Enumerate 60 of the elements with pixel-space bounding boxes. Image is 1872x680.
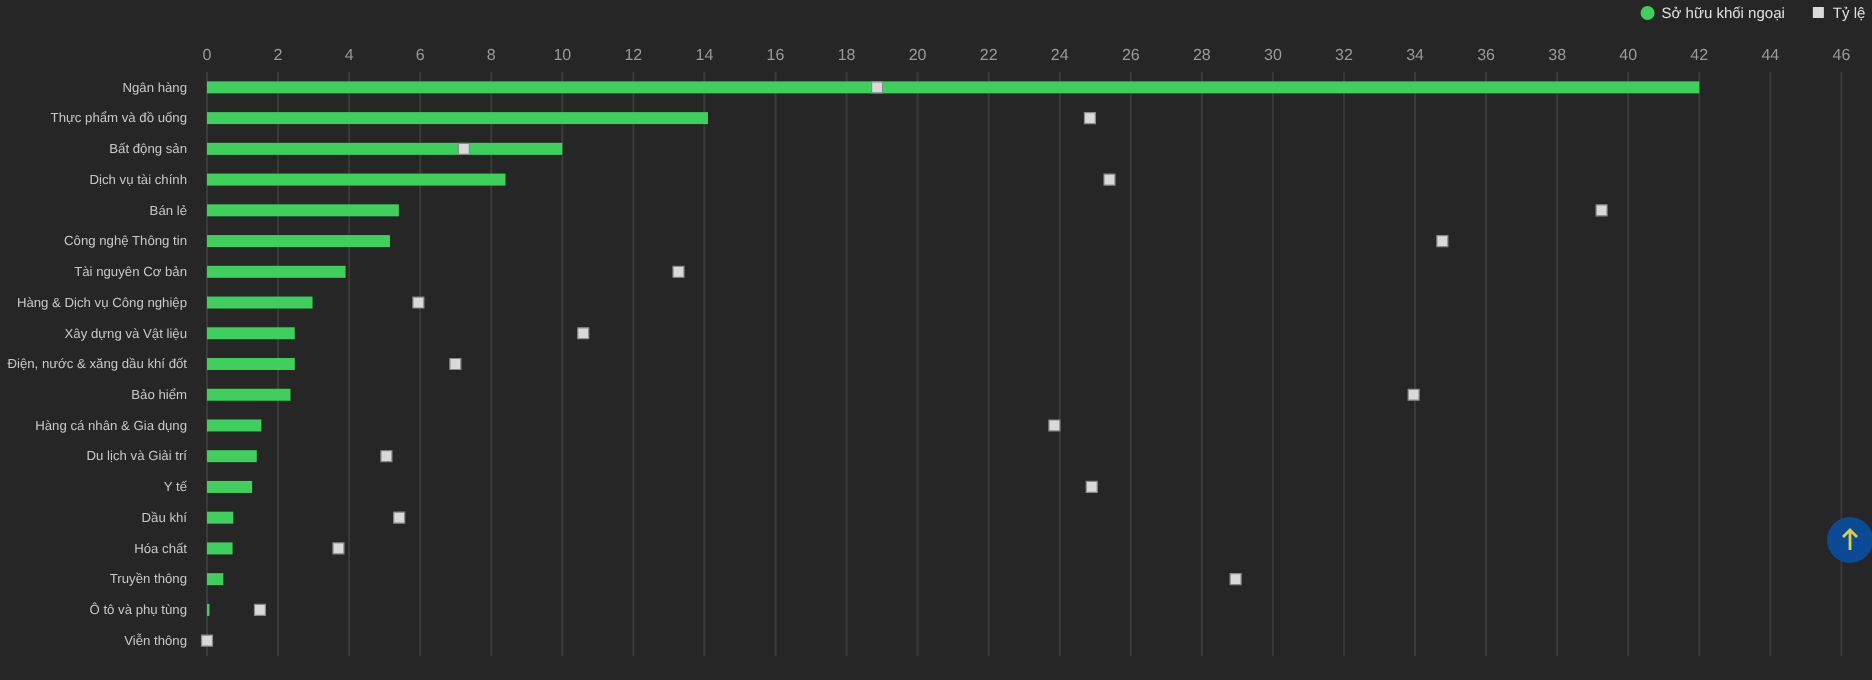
bar — [207, 480, 253, 493]
x-tick-label: 24 — [1050, 46, 1070, 64]
x-tick-label: 6 — [415, 46, 426, 64]
point — [380, 450, 393, 463]
x-tick-label: 20 — [908, 46, 928, 64]
point — [871, 81, 884, 94]
point — [332, 542, 345, 555]
bar — [207, 235, 390, 248]
x-tick-label: 0 — [202, 46, 213, 64]
bar — [207, 265, 346, 278]
x-tick-label: 4 — [344, 46, 355, 64]
bar — [207, 573, 224, 586]
bar — [207, 142, 563, 155]
point — [412, 296, 425, 309]
x-tick-label: 38 — [1548, 46, 1568, 64]
point — [1436, 234, 1449, 248]
bar — [207, 296, 313, 309]
x-tick-label: 32 — [1335, 46, 1354, 64]
bar — [207, 173, 506, 186]
x-tick-label: 8 — [486, 46, 497, 64]
x-tick-label: 46 — [1832, 46, 1852, 64]
x-tick-label: 26 — [1121, 46, 1141, 64]
x-tick-label: 36 — [1477, 46, 1497, 64]
point — [577, 327, 590, 340]
x-tick-label: 10 — [553, 46, 573, 64]
bar — [207, 388, 291, 401]
bar — [207, 112, 708, 125]
bar — [207, 419, 262, 432]
point — [457, 142, 470, 155]
x-tick-label: 14 — [695, 46, 715, 64]
x-tick-label: 34 — [1406, 46, 1426, 64]
point — [672, 265, 685, 278]
x-tick-label: 44 — [1761, 46, 1781, 64]
point — [1048, 419, 1061, 432]
bar — [207, 358, 295, 370]
bar — [207, 511, 234, 524]
x-tick-label: 16 — [766, 46, 786, 64]
x-tick-label: 2 — [273, 46, 284, 64]
point — [1407, 388, 1420, 401]
point — [200, 634, 214, 647]
point — [449, 357, 462, 371]
bar — [207, 81, 1700, 94]
x-tick-label: 12 — [624, 46, 644, 64]
point — [1595, 204, 1608, 217]
x-tick-label: 42 — [1690, 46, 1710, 64]
bar — [207, 450, 257, 463]
point — [1229, 573, 1242, 586]
point — [393, 511, 406, 524]
bar — [207, 204, 399, 217]
bar — [207, 327, 295, 340]
x-tick-label: 22 — [979, 46, 999, 64]
x-tick-label: 40 — [1619, 46, 1639, 64]
point — [1103, 173, 1116, 186]
x-tick-label: 28 — [1192, 46, 1212, 64]
bar — [207, 542, 233, 555]
x-tick-label: 30 — [1264, 46, 1283, 64]
point — [253, 603, 267, 616]
point — [1083, 112, 1097, 125]
x-tick-label: 18 — [837, 46, 857, 64]
point — [1085, 480, 1098, 494]
